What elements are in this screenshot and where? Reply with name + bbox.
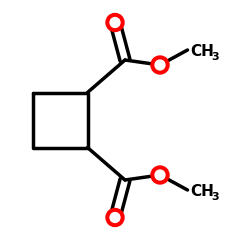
- Circle shape: [110, 212, 120, 222]
- Circle shape: [110, 18, 120, 28]
- Text: 3: 3: [211, 192, 219, 202]
- Circle shape: [155, 60, 165, 70]
- Text: CH: CH: [190, 44, 214, 59]
- Circle shape: [151, 56, 169, 74]
- Text: 3: 3: [211, 52, 219, 62]
- Circle shape: [151, 166, 169, 184]
- Text: CH: CH: [190, 184, 214, 199]
- Circle shape: [106, 208, 124, 226]
- Circle shape: [155, 170, 165, 180]
- Circle shape: [106, 14, 124, 32]
